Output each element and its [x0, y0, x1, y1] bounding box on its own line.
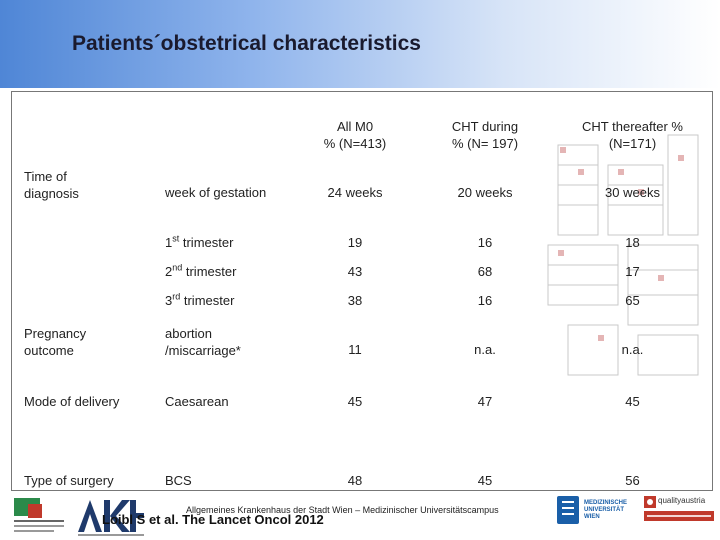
footer-hospital-name: Allgemeines Krankenhaus der Stadt Wien –…	[186, 505, 499, 515]
group-label-mode-of-delivery: Mode of delivery	[24, 394, 120, 409]
cell-value: 45	[477, 473, 493, 488]
column-header-all-m0: All M0% (N=413)	[323, 119, 387, 151]
cell-value: 11	[348, 342, 362, 357]
cell-value: 68	[477, 264, 493, 279]
row-label: abortion/miscarriage*	[165, 326, 241, 358]
cell-value: 45	[347, 394, 363, 409]
cell-value: 65	[625, 293, 640, 308]
page-title: Patients´obstetrical characteristics	[72, 32, 421, 55]
cell-value: 43	[347, 264, 363, 279]
cell-value: 56	[625, 473, 640, 488]
column-header-cht-during: CHT during% (N= 197)	[451, 119, 519, 151]
column-header-cht-thereafter: CHT thereafter % (N=171)	[582, 119, 683, 151]
cell-value: 18	[625, 235, 640, 250]
citation: Loibl S et al. The Lancet Oncol 2012	[102, 512, 324, 527]
system-certified-badge	[644, 511, 714, 521]
row-label: BCS	[165, 473, 192, 488]
data-table	[11, 91, 713, 491]
row-label: 1st trimester	[165, 233, 234, 250]
row-label: week of gestation	[165, 185, 267, 200]
cell-value: 16	[477, 293, 493, 308]
cell-value: 45	[625, 394, 640, 409]
group-label-pregnancy-outcome: Pregnancy outcome	[24, 326, 87, 358]
cell-value: 38	[347, 293, 363, 308]
meduni-wien-label: MEDIZINISCHE UNIVERSITÄT WIEN	[584, 500, 628, 520]
cell-value: 16	[477, 235, 493, 250]
austrian-breast-group-logo	[8, 494, 70, 538]
row-label: 3rd trimester	[165, 291, 235, 308]
cell-value: 48	[347, 473, 363, 488]
cell-value: 17	[625, 264, 640, 279]
cell-value: n.a.	[621, 342, 644, 357]
row-label: Caesarean	[165, 394, 229, 409]
quality-austria-label: qualityaustria	[658, 496, 706, 505]
row-label: 2nd trimester	[165, 262, 237, 279]
quality-austria-mark-icon	[644, 496, 656, 508]
header-bar	[0, 0, 720, 88]
group-label-time-of-diagnosis: Time of diagnosis	[24, 169, 79, 201]
akh-logo	[78, 500, 144, 536]
cell-value: 24 weeks	[327, 185, 383, 200]
hospital-watermark-image	[547, 134, 699, 376]
cell-value: 20 weeks	[457, 185, 513, 200]
group-label-type-of-surgery: Type of surgery	[24, 473, 114, 488]
cell-value: n.a.	[474, 342, 496, 357]
cell-value: 47	[477, 394, 493, 409]
cell-value: 19	[347, 235, 363, 250]
meduni-wien-emblem-icon	[557, 496, 579, 524]
cell-value: 30 weeks	[605, 185, 660, 200]
